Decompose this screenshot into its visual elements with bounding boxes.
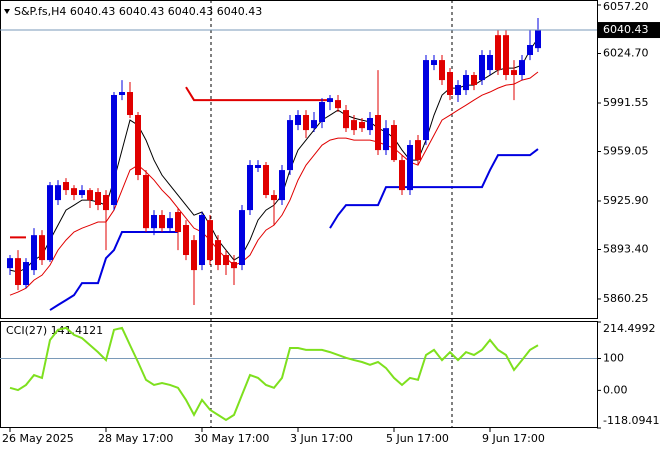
candle-body <box>7 258 13 269</box>
candle-body <box>455 85 461 96</box>
candle-body <box>295 115 301 126</box>
candle-body <box>391 125 397 161</box>
candle-body <box>15 258 21 286</box>
price-panel-frame <box>0 0 598 319</box>
candle-body <box>79 190 85 196</box>
candle-body <box>151 215 157 229</box>
candle-body <box>95 192 101 206</box>
candle-body <box>407 145 413 191</box>
candle-body <box>423 60 429 141</box>
candle-body <box>55 185 61 201</box>
candle-body <box>279 170 285 201</box>
candle-body <box>511 70 517 76</box>
candle-body <box>207 220 213 261</box>
candle-body <box>375 115 381 151</box>
y-tick-label: 5925.90 <box>603 194 649 207</box>
candle-body <box>319 102 325 123</box>
x-tick-label: 3 Jun 17:00 <box>290 432 353 445</box>
x-tick-label: 26 May 2025 <box>2 432 74 445</box>
candle-body <box>327 98 333 103</box>
y-tick-label: 6057.20 <box>603 0 649 13</box>
candle-body <box>263 165 269 196</box>
candle-body <box>135 115 141 176</box>
candle-body <box>143 175 149 229</box>
candle-body <box>439 60 445 81</box>
candle-body <box>247 165 253 211</box>
candle-body <box>447 72 453 96</box>
candle-body <box>119 92 125 96</box>
x-tick-label: 5 Jun 17:00 <box>386 432 449 445</box>
candle-body <box>535 30 541 49</box>
candle-body <box>303 115 309 131</box>
price-header: S&P.fs,H4 6040.43 6040.43 6040.43 6040.4… <box>14 5 262 18</box>
y-tick-label: 5959.05 <box>603 144 649 157</box>
candle-body <box>479 55 485 81</box>
candle-body <box>415 140 421 161</box>
candle-body <box>183 225 189 256</box>
candle-body <box>111 95 117 206</box>
candle-body <box>255 165 261 168</box>
y-tick-label: 214.4992 <box>603 322 656 335</box>
candle-body <box>335 100 341 109</box>
x-tick-label: 28 May 17:00 <box>98 432 173 445</box>
last-price-label: 6040.43 <box>603 23 649 36</box>
candle-body <box>159 215 165 229</box>
candle-body <box>463 75 469 91</box>
last-price-box <box>598 22 660 39</box>
y-tick-label: 5991.55 <box>603 96 649 109</box>
candle-body <box>231 262 237 269</box>
indicator-line <box>49 148 539 311</box>
candle-body <box>527 45 533 56</box>
y-tick-label: 6024.70 <box>603 47 649 60</box>
candle-body <box>399 160 405 191</box>
indicator-line <box>10 86 330 239</box>
candle-body <box>63 182 69 191</box>
candle-body <box>471 75 477 86</box>
y-tick-label: 100 <box>603 351 624 364</box>
candle-body <box>215 240 221 266</box>
candle-body <box>495 35 501 71</box>
candle-body <box>87 190 93 201</box>
menu-triangle <box>4 9 10 14</box>
indicator-line <box>9 71 539 296</box>
candle-body <box>383 128 389 151</box>
candle-body <box>103 195 109 211</box>
candle-body <box>199 215 205 266</box>
candle-body <box>167 218 173 229</box>
candle-body <box>39 235 45 261</box>
candle-body <box>367 117 373 131</box>
candle-body <box>175 212 181 233</box>
candle-body <box>127 92 133 116</box>
candle-body <box>287 120 293 171</box>
candle-body <box>351 120 357 131</box>
y-tick-label: -118.0941 <box>603 414 659 427</box>
candle-body <box>503 35 509 76</box>
candle-body <box>359 122 365 129</box>
candle-body <box>71 188 77 196</box>
cci-line <box>9 326 539 422</box>
candle-body <box>343 110 349 129</box>
x-tick-label: 9 Jun 17:00 <box>482 432 545 445</box>
candle-body <box>191 240 197 271</box>
candle-body <box>31 235 37 271</box>
candle-body <box>519 60 525 76</box>
candle-body <box>311 120 317 129</box>
cci-panel-frame <box>0 321 598 428</box>
candle-body <box>271 195 277 201</box>
candle-body <box>239 210 245 266</box>
candle-body <box>431 60 437 66</box>
candle-body <box>47 185 53 261</box>
cci-header: CCI(27) 141.4121 <box>6 324 103 337</box>
candle-body <box>487 55 493 71</box>
y-tick-label: 5860.25 <box>603 292 649 305</box>
candle-body <box>223 255 229 266</box>
y-tick-label: 0.00 <box>603 383 628 396</box>
y-tick-label: 5893.40 <box>603 242 649 255</box>
x-tick-label: 30 May 17:00 <box>194 432 269 445</box>
candle-body <box>23 262 29 286</box>
